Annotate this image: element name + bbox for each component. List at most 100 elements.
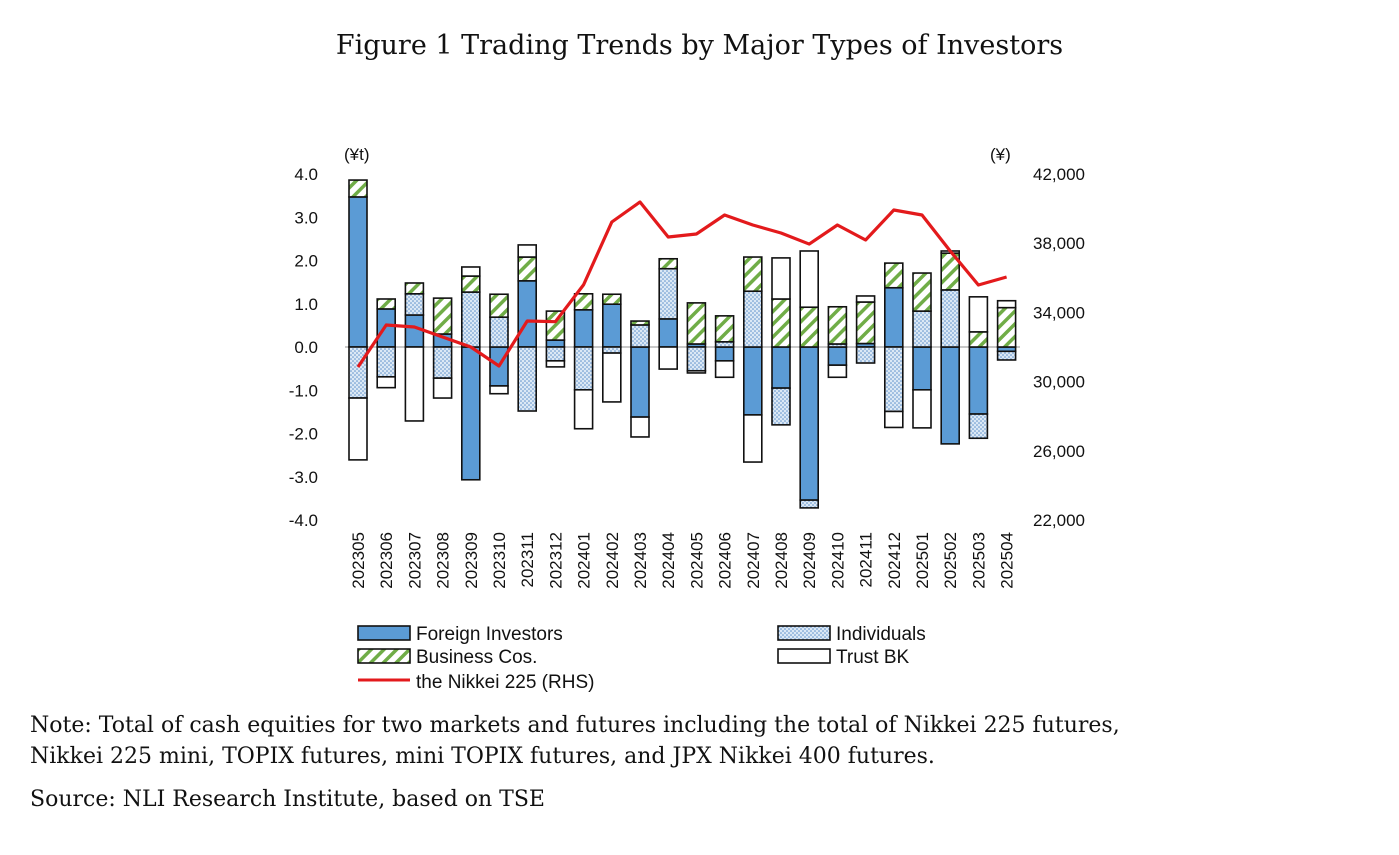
x-tick-label: 202504 bbox=[998, 532, 1017, 589]
x-tick-label: 202401 bbox=[575, 532, 594, 589]
bar-foreign-investors-202407 bbox=[742, 346, 763, 416]
x-tick-label: 202408 bbox=[772, 532, 791, 589]
legend-label-trust-bk: Trust BK bbox=[836, 647, 910, 668]
bar-trust-bk-202501 bbox=[912, 389, 932, 429]
bar-individuals-202408 bbox=[771, 387, 791, 426]
bar-foreign-investors-202406 bbox=[714, 346, 735, 362]
bar-business-cos--202407 bbox=[742, 256, 763, 293]
chart-title: Figure 1 Trading Trends by Major Types o… bbox=[335, 30, 1064, 61]
bar-foreign-investors-202408 bbox=[771, 346, 791, 389]
bar-business-cos--202309 bbox=[460, 275, 481, 293]
legend-swatch-foreign-investors bbox=[357, 625, 411, 641]
bar-individuals-202307 bbox=[404, 293, 425, 316]
bar-business-cos--202401 bbox=[573, 293, 594, 311]
bar-foreign-investors-202309 bbox=[460, 346, 481, 481]
x-tick-label: 202406 bbox=[716, 532, 735, 589]
bar-business-cos--202310 bbox=[489, 293, 509, 318]
x-tick-label: 202312 bbox=[546, 532, 565, 589]
bar-business-cos--202410 bbox=[827, 305, 848, 345]
left-tick-label: 1.0 bbox=[294, 295, 318, 314]
bar-foreign-investors-202402 bbox=[601, 303, 622, 348]
bar-trust-bk-202309 bbox=[460, 266, 481, 277]
note-line-1: Note: Total of cash equities for two mar… bbox=[30, 713, 1120, 738]
bar-trust-bk-202306 bbox=[376, 376, 397, 389]
bar-business-cos--202404 bbox=[658, 257, 679, 270]
bar-individuals-202404 bbox=[658, 267, 679, 320]
bar-individuals-202309 bbox=[460, 291, 481, 348]
bar-trust-bk-202401 bbox=[573, 389, 594, 430]
left-tick-label: 0.0 bbox=[294, 338, 318, 357]
x-tick-label: 202409 bbox=[800, 532, 819, 589]
right-axis-unit: (¥) bbox=[990, 145, 1011, 164]
legend-label-individuals: Individuals bbox=[836, 624, 926, 645]
x-tick-label: 202501 bbox=[913, 532, 932, 589]
bar-trust-bk-202409 bbox=[799, 250, 820, 309]
bar-foreign-investors-202311 bbox=[517, 280, 538, 348]
bar-foreign-investors-202501 bbox=[912, 346, 932, 391]
bar-individuals-202503 bbox=[968, 413, 989, 440]
bar-individuals-202412 bbox=[883, 346, 904, 413]
bar-foreign-investors-202409 bbox=[799, 346, 820, 501]
bar-individuals-202401 bbox=[573, 346, 594, 391]
x-tick-label: 202502 bbox=[941, 532, 960, 589]
bar-individuals-202403 bbox=[630, 324, 650, 348]
bar-business-cos--202406 bbox=[714, 315, 735, 343]
bar-trust-bk-202307 bbox=[404, 346, 425, 422]
bar-individuals-202311 bbox=[517, 346, 538, 412]
bar-business-cos--202501 bbox=[912, 272, 932, 312]
x-tick-label: 202307 bbox=[405, 532, 424, 589]
x-tick-label: 202310 bbox=[490, 532, 509, 589]
bar-individuals-202411 bbox=[855, 346, 876, 364]
bar-business-cos--202308 bbox=[432, 297, 453, 335]
bar-trust-bk-202404 bbox=[658, 346, 679, 370]
bar-foreign-investors-202307 bbox=[404, 314, 425, 348]
x-tick-label: 202311 bbox=[518, 532, 537, 587]
bar-foreign-investors-202412 bbox=[883, 286, 904, 348]
bar-business-cos--202402 bbox=[601, 293, 622, 305]
bar-business-cos--202408 bbox=[771, 298, 791, 348]
left-tick-label: 4.0 bbox=[294, 165, 318, 184]
bar-individuals-202501 bbox=[912, 310, 932, 348]
x-tick-label: 202402 bbox=[603, 532, 622, 589]
bar-trust-bk-202504 bbox=[996, 299, 1017, 309]
x-tick-label: 202405 bbox=[687, 532, 706, 589]
left-axis-unit: (¥t) bbox=[344, 145, 370, 164]
bar-trust-bk-202403 bbox=[630, 416, 650, 438]
x-tick-label: 202412 bbox=[885, 532, 904, 589]
nikkei-line bbox=[356, 200, 1008, 368]
bar-business-cos--202503 bbox=[968, 331, 989, 348]
x-tick-label: 202308 bbox=[434, 532, 453, 589]
bar-foreign-investors-202410 bbox=[827, 346, 848, 366]
bar-business-cos--202306 bbox=[376, 298, 397, 310]
bar-individuals-202306 bbox=[376, 346, 397, 378]
left-tick-label: 2.0 bbox=[294, 252, 318, 271]
bar-individuals-202402 bbox=[601, 346, 622, 354]
bar-trust-bk-202408 bbox=[771, 257, 791, 300]
bar-individuals-202305 bbox=[348, 346, 368, 399]
bar-business-cos--202409 bbox=[799, 306, 820, 348]
bar-individuals-202409 bbox=[799, 499, 820, 509]
right-tick-label: 38,000 bbox=[1033, 234, 1085, 253]
bar-trust-bk-202305 bbox=[348, 397, 368, 461]
bar-business-cos--202405 bbox=[686, 302, 707, 345]
bar-individuals-202312 bbox=[545, 346, 566, 362]
bar-business-cos--202307 bbox=[404, 282, 425, 295]
bar-business-cos--202411 bbox=[855, 301, 876, 345]
bar-foreign-investors-202503 bbox=[968, 346, 989, 415]
bar-foreign-investors-202403 bbox=[630, 346, 650, 418]
left-tick-label: -4.0 bbox=[289, 511, 318, 530]
bar-foreign-investors-202305 bbox=[348, 196, 368, 348]
bar-individuals-202504 bbox=[996, 350, 1017, 361]
x-tick-label: 202309 bbox=[462, 532, 481, 589]
x-tick-label: 202403 bbox=[631, 532, 650, 589]
left-tick-label: -3.0 bbox=[289, 468, 318, 487]
left-tick-label: -1.0 bbox=[289, 381, 318, 400]
bar-foreign-investors-202312 bbox=[545, 339, 566, 348]
bar-trust-bk-202410 bbox=[827, 364, 848, 379]
bar-business-cos--202412 bbox=[883, 262, 904, 289]
bar-foreign-investors-202401 bbox=[573, 309, 594, 348]
bar-business-cos--202403 bbox=[630, 320, 650, 326]
bar-trust-bk-202406 bbox=[714, 360, 735, 379]
bar-individuals-202310 bbox=[489, 316, 509, 348]
right-tick-label: 26,000 bbox=[1033, 442, 1085, 461]
